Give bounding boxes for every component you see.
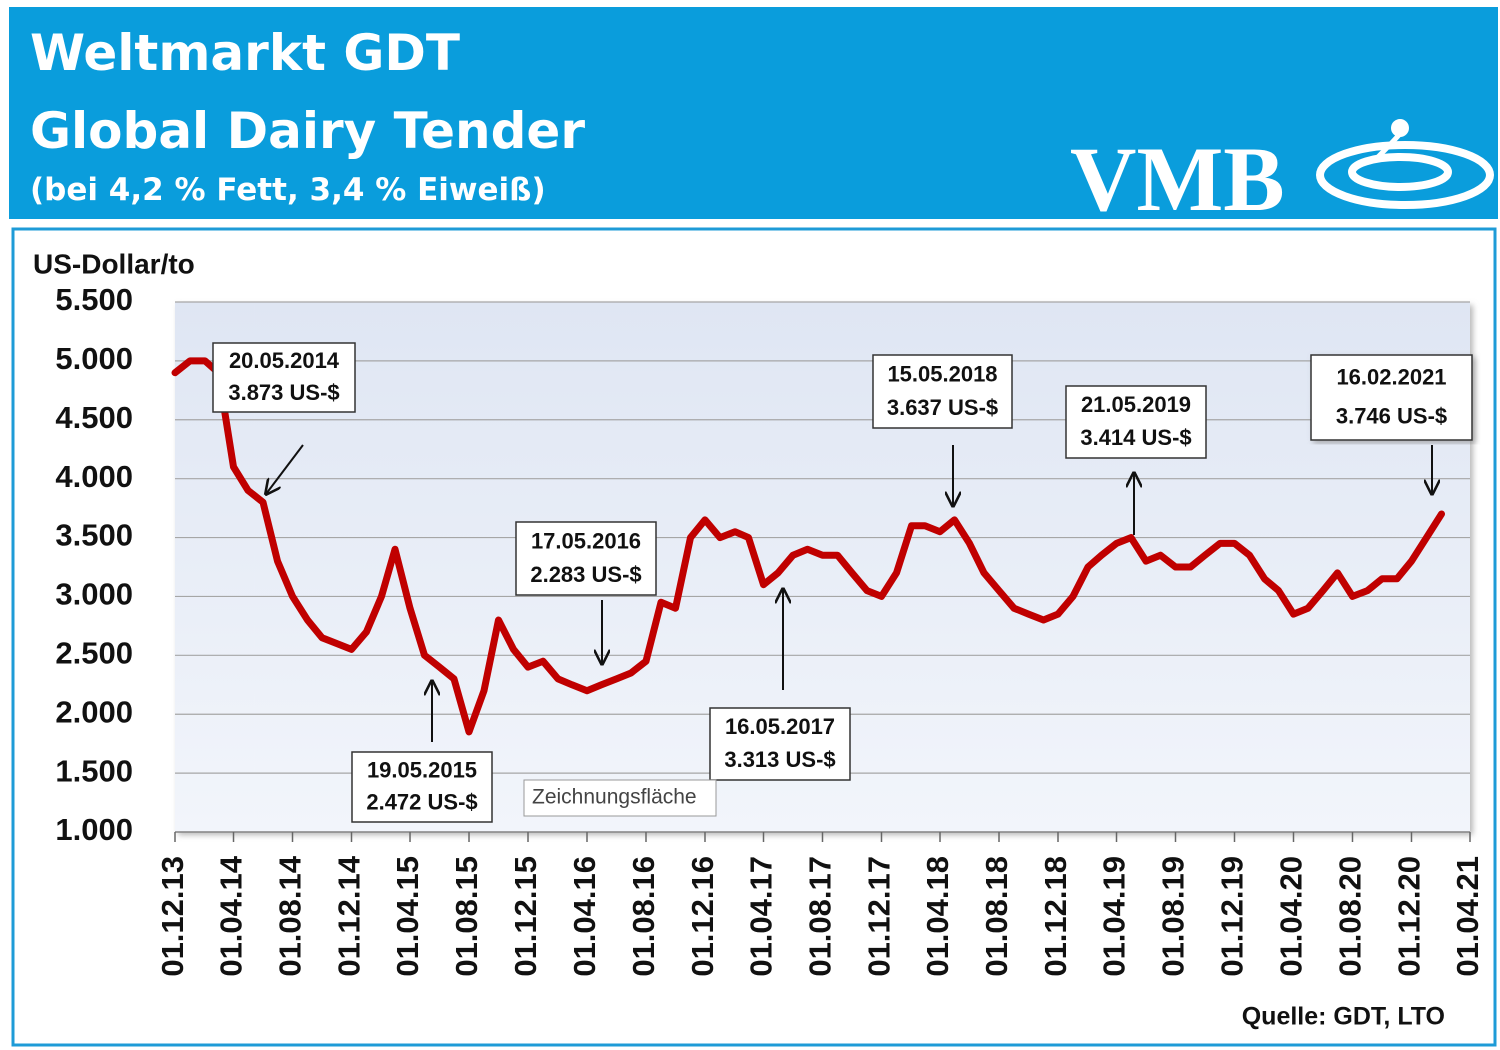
x-tick-label: 01.12.13 <box>155 856 190 977</box>
x-tick-label: 01.04.21 <box>1450 856 1485 977</box>
x-tick-label: 01.04.15 <box>390 856 425 977</box>
y-tick-label: 4.000 <box>55 459 133 494</box>
x-tick-label: 01.04.17 <box>744 856 779 977</box>
price-line <box>171 357 1445 736</box>
y-tick-label: 5.000 <box>55 341 133 376</box>
x-tick-label: 01.08.19 <box>1156 856 1191 977</box>
annotation-box <box>515 521 657 596</box>
annotation-date: 19.05.2015 <box>367 757 477 782</box>
x-tick-label: 01.12.18 <box>1038 856 1073 977</box>
y-axis-label: US-Dollar/to <box>33 248 195 279</box>
annotation-box <box>872 354 1013 429</box>
x-tick-label: 01.04.16 <box>567 856 602 977</box>
x-tick-label: 01.08.20 <box>1333 856 1368 977</box>
y-tick-label: 1.000 <box>55 812 133 847</box>
subtitle: Global Dairy Tender <box>30 102 585 160</box>
x-tick-label: 01.12.14 <box>332 855 367 976</box>
title: Weltmarkt GDT <box>30 24 460 82</box>
x-tick-label: 01.04.18 <box>920 856 955 977</box>
y-tick-label: 2.000 <box>55 694 133 729</box>
logo: VMB <box>1070 128 1285 230</box>
y-tick-label: 4.500 <box>55 400 133 435</box>
x-tick-label: 01.08.14 <box>273 855 308 976</box>
arrow <box>266 444 304 494</box>
x-tick-label: 01.12.20 <box>1392 856 1427 977</box>
y-tick-label: 5.500 <box>55 282 133 317</box>
annotation-date: 21.05.2019 <box>1081 392 1191 417</box>
arrows <box>266 444 1432 742</box>
annotation-date: 20.05.2014 <box>229 348 340 373</box>
x-tick-label: 01.08.17 <box>803 856 838 977</box>
annotation-date: 16.02.2021 <box>1336 365 1446 390</box>
x-tick-label: 01.08.18 <box>979 856 1014 977</box>
tooltip: Zeichnungsfläche <box>532 786 697 809</box>
series <box>171 357 1445 736</box>
x-tick-label: 01.04.19 <box>1097 856 1132 977</box>
y-tick-label: 1.500 <box>55 753 133 788</box>
annotation-box <box>1065 385 1207 459</box>
x-tick-label: 01.12.16 <box>685 856 720 977</box>
annotation-date: 15.05.2018 <box>887 361 997 386</box>
x-tick-label: 01.12.19 <box>1215 856 1250 977</box>
tooltip-box <box>523 779 717 817</box>
grid: 1.000 1.500 2.000 2.500 3.000 3.500 4.000 4.500… <box>55 282 1485 976</box>
annotation-box <box>351 751 493 823</box>
annotation-value: 3.873 US-$ <box>228 380 339 405</box>
y-tick-label: 3.000 <box>55 577 133 612</box>
annotation-value: 3.746 US-$ <box>1336 404 1447 429</box>
annotation-box <box>212 342 356 413</box>
annotations: 20.05.2014 3.873 US-$ 19.05.2015 2.472 US-$… <box>212 342 1473 823</box>
y-tick-label: 3.500 <box>55 518 133 553</box>
source: Quelle: GDT, LTO <box>1242 1003 1445 1031</box>
annotation-box <box>1310 354 1473 441</box>
annotation-date: 17.05.2016 <box>531 528 641 553</box>
annotation-date: 16.05.2017 <box>725 714 835 739</box>
annotation-value: 3.637 US-$ <box>887 395 998 420</box>
x-tick-label: 01.12.17 <box>862 856 897 977</box>
header-band <box>9 7 1498 219</box>
annotation-value: 3.414 US-$ <box>1080 425 1191 450</box>
annotation-value: 3.313 US-$ <box>724 747 835 772</box>
annotation-value: 2.283 US-$ <box>530 562 641 587</box>
x-tick-label: 01.04.14 <box>214 855 249 976</box>
x-tick-label: 01.04.20 <box>1274 856 1309 977</box>
note: (bei 4,2 % Fett, 3,4 % Eiweiß) <box>30 172 546 208</box>
x-tick-label: 01.12.15 <box>508 856 543 977</box>
logo-swirl <box>1316 119 1494 209</box>
annotation-value: 2.472 US-$ <box>366 790 477 815</box>
y-tick-label: 2.500 <box>55 636 133 671</box>
annotation-box <box>709 707 851 781</box>
x-tick-label: 01.08.15 <box>449 856 484 977</box>
x-tick-label: 01.08.16 <box>626 856 661 977</box>
